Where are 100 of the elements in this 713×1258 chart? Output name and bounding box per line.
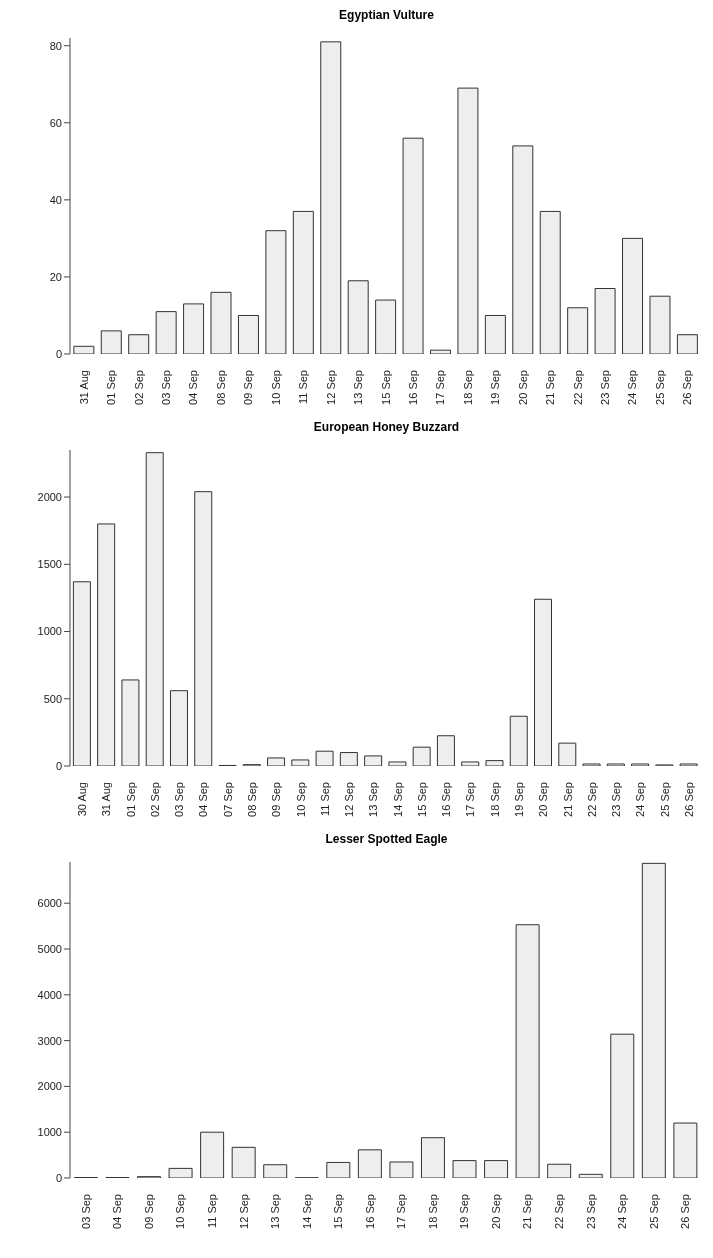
x-tick-label: 21 Sep: [521, 1194, 534, 1229]
y-tick-label: 1000: [37, 1126, 62, 1139]
x-tick-label: 18 Sep: [426, 1194, 439, 1229]
y-tick-label: 5000: [37, 942, 62, 955]
chart-title: Egyptian Vulture: [338, 8, 435, 24]
bar: [673, 1122, 698, 1178]
bar: [567, 307, 589, 354]
bar: [631, 763, 650, 766]
x-tick-label: 23 Sep: [610, 782, 623, 817]
bar: [436, 735, 455, 766]
bar: [547, 1163, 572, 1178]
y-tick-label: 0: [55, 347, 62, 360]
bar: [121, 679, 140, 766]
x-tick-label: 26 Sep: [682, 782, 695, 817]
x-tick-label: 24 Sep: [634, 782, 647, 817]
bar: [509, 715, 528, 766]
x-tick-label: 17 Sep: [434, 370, 447, 405]
bar: [97, 523, 116, 766]
x-tick-label: 09 Sep: [242, 370, 255, 405]
y-tick-label: 2000: [37, 1080, 62, 1093]
x-tick-label: 31 Aug: [100, 782, 113, 817]
bar: [100, 330, 122, 354]
x-tick-label: 09 Sep: [270, 782, 283, 817]
bar: [558, 742, 577, 766]
y-tick-label: 40: [49, 193, 62, 206]
x-tick-label: 22 Sep: [553, 1194, 566, 1229]
x-tick-label: 12 Sep: [343, 782, 356, 817]
x-tick-label: 08 Sep: [214, 370, 227, 405]
x-tick-label: 20 Sep: [516, 370, 529, 405]
y-tick-label: 20: [49, 270, 62, 283]
y-tick-label: 6000: [37, 897, 62, 910]
bar: [357, 1149, 382, 1178]
x-tick-label: 19 Sep: [458, 1194, 471, 1229]
bar: [169, 690, 188, 766]
x-tick-label: 14 Sep: [300, 1194, 313, 1229]
bar: [326, 1161, 351, 1178]
y-tick-label: 80: [49, 39, 62, 52]
bar: [649, 295, 671, 354]
x-tick-label: 25 Sep: [647, 1194, 660, 1229]
bar: [320, 41, 342, 354]
x-tick-label: 31 Aug: [77, 370, 90, 405]
x-tick-label: 08 Sep: [246, 782, 259, 817]
bar: [539, 210, 561, 354]
x-tick-label: 09 Sep: [142, 1194, 155, 1229]
y-tick-label: 1500: [37, 558, 62, 571]
bar: [375, 299, 397, 354]
x-tick-label: 13 Sep: [352, 370, 365, 405]
bar: [145, 452, 164, 766]
x-tick-label: 19 Sep: [512, 782, 525, 817]
bar: [210, 291, 232, 354]
x-tick-label: 13 Sep: [367, 782, 380, 817]
y-tick-label: 60: [49, 116, 62, 129]
x-tick-label: 26 Sep: [681, 370, 694, 405]
bar: [484, 1160, 509, 1178]
bar: [389, 1161, 414, 1178]
x-tick-label: 04 Sep: [111, 1194, 124, 1229]
x-tick-label: 30 Aug: [76, 782, 89, 817]
bar: [183, 303, 205, 354]
x-tick-label: 25 Sep: [653, 370, 666, 405]
x-tick-label: 22 Sep: [571, 370, 584, 405]
x-tick-label: 12 Sep: [237, 1194, 250, 1229]
x-tick-label: 03 Sep: [173, 782, 186, 817]
x-tick-label: 13 Sep: [269, 1194, 282, 1229]
x-tick-label: 24 Sep: [626, 370, 639, 405]
bar: [315, 750, 334, 766]
bar: [606, 763, 625, 766]
chart-title: Lesser Spotted Eagle: [324, 832, 449, 848]
bar: [622, 237, 644, 354]
bar: [267, 757, 286, 766]
x-tick-label: 19 Sep: [489, 370, 502, 405]
x-tick-label: 22 Sep: [585, 782, 598, 817]
x-tick-label: 11 Sep: [297, 370, 310, 405]
bar: [364, 755, 383, 766]
bar: [263, 1164, 288, 1178]
bar: [194, 491, 213, 766]
x-tick-label: 16 Sep: [406, 370, 419, 405]
x-tick-label: 12 Sep: [324, 370, 337, 405]
x-tick-label: 04 Sep: [197, 782, 210, 817]
x-tick-label: 15 Sep: [379, 370, 392, 405]
x-tick-label: 07 Sep: [221, 782, 234, 817]
bar: [515, 924, 540, 1178]
y-tick-label: 4000: [37, 988, 62, 1001]
x-tick-label: 02 Sep: [148, 782, 161, 817]
bar: [402, 137, 424, 354]
bar: [420, 1137, 445, 1178]
bar: [676, 334, 698, 354]
y-tick-label: 3000: [37, 1034, 62, 1047]
bar: [429, 349, 451, 354]
x-tick-label: 16 Sep: [440, 782, 453, 817]
x-tick-label: 23 Sep: [598, 370, 611, 405]
x-tick-label: 10 Sep: [294, 782, 307, 817]
bar: [582, 763, 601, 766]
chart-title: European Honey Buzzard: [312, 420, 461, 436]
x-tick-label: 23 Sep: [584, 1194, 597, 1229]
bar: [265, 230, 287, 354]
y-tick-label: 1000: [37, 625, 62, 638]
x-tick-label: 15 Sep: [332, 1194, 345, 1229]
x-tick-label: 11 Sep: [205, 1194, 218, 1229]
bar: [388, 761, 407, 766]
x-tick-label: 14 Sep: [391, 782, 404, 817]
